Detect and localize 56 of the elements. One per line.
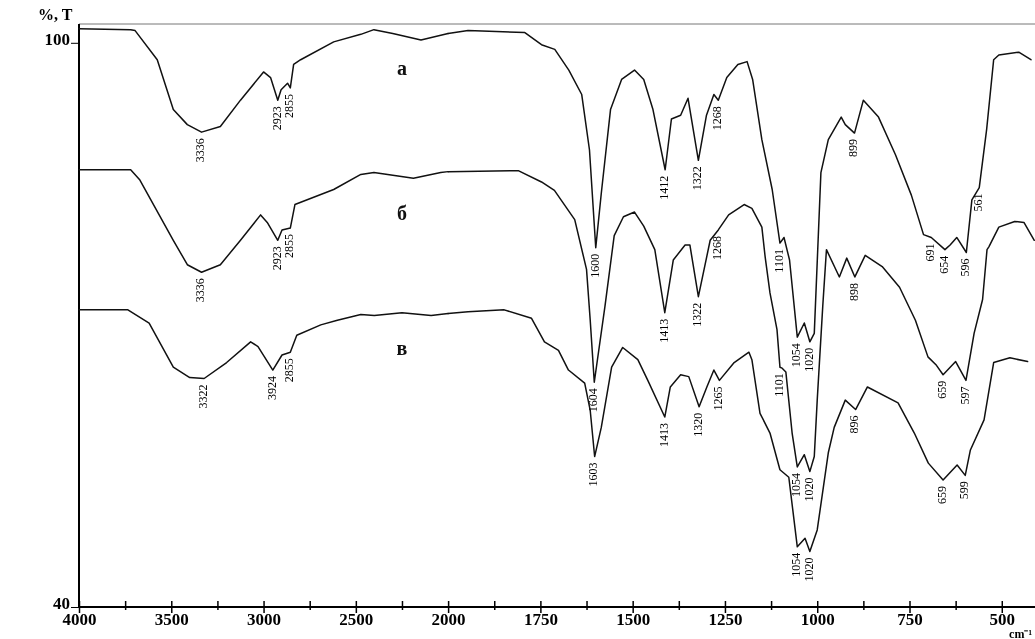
annotation: 1322 [690, 166, 705, 191]
x-tick-label: 3500 [154, 610, 189, 630]
x-tick-label: 1000 [800, 610, 835, 630]
annotation: 659 [934, 380, 949, 399]
annotation: 1603 [586, 462, 601, 487]
annotation: 1101 [771, 249, 786, 273]
annotation: 898 [846, 282, 861, 301]
annotation: 3322 [195, 384, 210, 409]
x-tick-label: 3000 [247, 610, 282, 630]
annotation: 1604 [586, 388, 601, 413]
x-axis-title: cm⁻¹ [1009, 627, 1033, 639]
annotation: 1600 [587, 253, 602, 278]
annotation: 2855 [282, 234, 297, 259]
annotation: 1101 [771, 373, 786, 397]
x-tick-label: 1250 [708, 610, 743, 630]
annotation: 659 [934, 486, 949, 505]
annotation: 597 [957, 386, 972, 405]
annotation: 1020 [801, 477, 816, 502]
annotation: 1413 [656, 423, 671, 448]
annotation: 1020 [801, 347, 816, 372]
annotation: 3336 [193, 138, 208, 163]
annotation: 899 [846, 139, 861, 158]
annotation: 2855 [282, 358, 297, 383]
annotation: 1054 [789, 552, 804, 577]
annotation: 599 [956, 481, 971, 500]
annotation: 3924 [264, 376, 279, 401]
annotation: 1322 [690, 302, 705, 327]
annotation: 1413 [656, 318, 671, 343]
x-tick-label: 500 [989, 610, 1016, 630]
x-tick-label: 750 [897, 610, 923, 630]
annotation: 1265 [711, 386, 726, 411]
x-tick-label: 1500 [616, 610, 651, 630]
annotation: 896 [847, 415, 862, 434]
series-label: а [396, 57, 407, 80]
x-tick-label: 2000 [431, 610, 466, 630]
annotation: 2923 [269, 106, 284, 131]
annotation: 1320 [690, 412, 705, 437]
series-label: в [396, 336, 408, 359]
annotation: 1054 [789, 472, 804, 497]
annotation: 691 [923, 243, 938, 262]
annotation: 561 [971, 193, 986, 212]
annotation: 2855 [282, 93, 297, 118]
annotation: 1054 [789, 343, 804, 368]
annotation: 596 [958, 258, 973, 277]
annotation: 1020 [801, 557, 816, 582]
annotation: 3336 [193, 278, 208, 303]
annotation: 1268 [710, 106, 725, 131]
x-tick-label: 2500 [339, 610, 374, 630]
annotation: 1268 [710, 235, 725, 260]
annotation: 2923 [269, 246, 284, 271]
y-axis-title: %, T [38, 6, 73, 23]
y-tick-label: 100 [44, 30, 70, 50]
x-tick-label: 1750 [523, 610, 558, 630]
annotation: 654 [936, 255, 951, 274]
annotation: 1412 [656, 175, 671, 200]
series-label: б [396, 202, 407, 225]
